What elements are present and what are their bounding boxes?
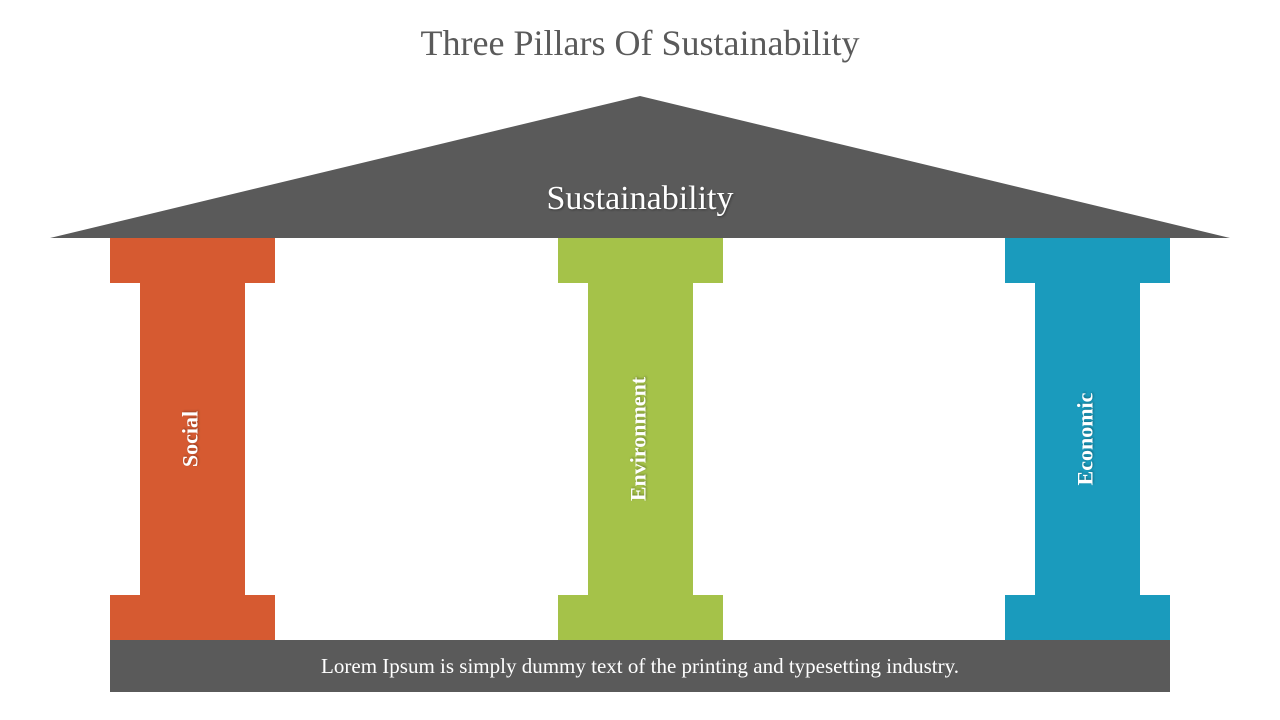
pillars-row: Social Environment Economic — [110, 238, 1170, 640]
pillar-label: Economic — [1073, 392, 1098, 485]
roof-label: Sustainability — [0, 180, 1280, 218]
slide-title: Three Pillars Of Sustainability — [0, 22, 1280, 64]
slide-container: Three Pillars Of Sustainability Sustaina… — [0, 0, 1280, 720]
pillar-label: Environment — [625, 376, 650, 501]
pillar-economic: Economic — [1005, 238, 1170, 640]
pillar-environment: Environment — [558, 238, 723, 640]
footer-text: Lorem Ipsum is simply dummy text of the … — [321, 654, 959, 679]
footer-bar: Lorem Ipsum is simply dummy text of the … — [110, 640, 1170, 692]
pillar-label: Social — [178, 411, 203, 467]
pillar-social: Social — [110, 238, 275, 640]
